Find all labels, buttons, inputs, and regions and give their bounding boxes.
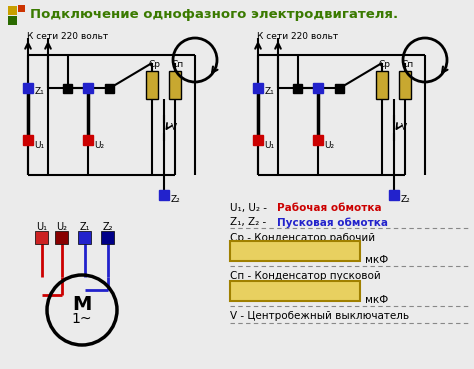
Text: V: V [401, 123, 407, 132]
Text: Пусковая обмотка: Пусковая обмотка [277, 217, 388, 228]
Bar [159, 190, 169, 200]
Bar [83, 135, 93, 145]
Text: U₂: U₂ [94, 141, 104, 150]
Bar [230, 241, 360, 261]
Bar [8, 16, 17, 25]
Bar [169, 71, 181, 99]
Text: U₂: U₂ [56, 222, 67, 232]
Bar [8, 6, 17, 15]
Text: U₁: U₁ [36, 222, 47, 232]
Bar [106, 83, 115, 93]
Text: К сети 220 вольт: К сети 220 вольт [257, 32, 338, 41]
Text: Cп - Конденсатор пусковой: Cп - Конденсатор пусковой [230, 271, 381, 281]
Text: U₁: U₁ [34, 141, 44, 150]
Text: Z₂: Z₂ [171, 195, 181, 204]
Bar [64, 83, 73, 93]
Bar [79, 231, 91, 244]
Text: 1~: 1~ [72, 312, 92, 326]
Text: Рабочая обмотка: Рабочая обмотка [277, 203, 382, 213]
Text: V: V [171, 123, 177, 132]
Bar [376, 71, 388, 99]
Text: Z₁: Z₁ [35, 87, 45, 96]
Bar [399, 71, 411, 99]
Bar [101, 231, 115, 244]
Text: Z₂: Z₂ [401, 195, 411, 204]
Bar [18, 5, 25, 12]
Text: мкФ: мкФ [365, 295, 388, 305]
Bar [146, 71, 158, 99]
Text: Cп: Cп [402, 60, 414, 69]
Text: К сети 220 вольт: К сети 220 вольт [27, 32, 108, 41]
Text: U₁, U₂ -: U₁, U₂ - [230, 203, 270, 213]
Bar [253, 135, 263, 145]
Bar [36, 231, 48, 244]
Bar [23, 83, 33, 93]
Text: Cр: Cр [149, 60, 161, 69]
Text: Подключение однофазного электродвигателя.: Подключение однофазного электродвигателя… [30, 8, 398, 21]
Text: Z₁: Z₁ [80, 222, 90, 232]
Bar [253, 83, 263, 93]
Bar [336, 83, 345, 93]
Text: Z₂: Z₂ [103, 222, 113, 232]
Text: U₂: U₂ [324, 141, 334, 150]
Text: Cр: Cр [379, 60, 391, 69]
Bar [83, 83, 93, 93]
Text: V - Центробежный выключатель: V - Центробежный выключатель [230, 311, 409, 321]
Text: Z₁: Z₁ [265, 87, 275, 96]
Bar [55, 231, 69, 244]
Bar [230, 281, 360, 301]
Bar [313, 135, 323, 145]
Text: U₁: U₁ [264, 141, 274, 150]
Bar [23, 135, 33, 145]
Text: Z₁, Z₂ -: Z₁, Z₂ - [230, 217, 270, 227]
Text: Cп: Cп [172, 60, 184, 69]
Bar [389, 190, 399, 200]
Text: M: M [73, 296, 91, 314]
Text: Cр - Конденсатор рабочий: Cр - Конденсатор рабочий [230, 233, 375, 243]
Text: мкФ: мкФ [365, 255, 388, 265]
Bar [313, 83, 323, 93]
Bar [293, 83, 302, 93]
